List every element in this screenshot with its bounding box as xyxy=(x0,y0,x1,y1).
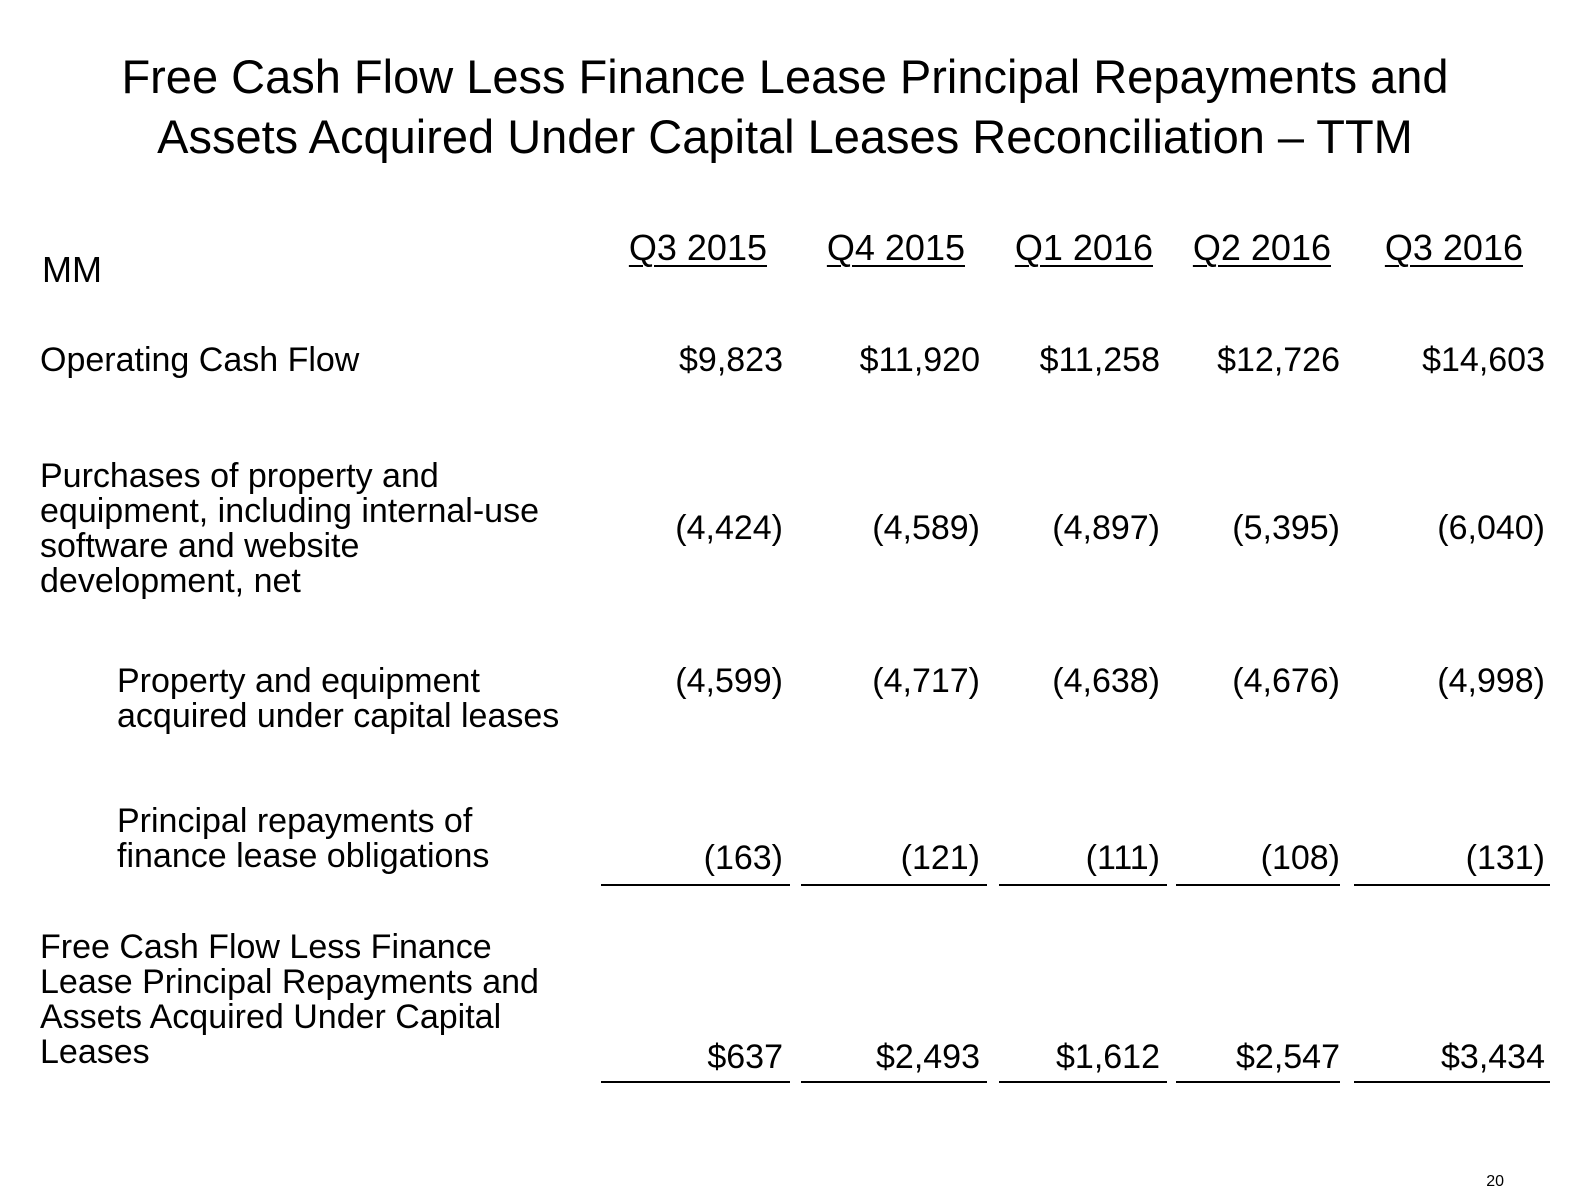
underline-rule xyxy=(601,1081,790,1083)
row-label: Assets Acquired Under Capital xyxy=(40,998,502,1036)
unit-label: MM xyxy=(42,249,102,290)
cell-value: (111) xyxy=(1085,839,1160,877)
cell-value: $637 xyxy=(707,1038,783,1076)
cell-value: (4,998) xyxy=(1437,662,1545,700)
cell-value: $9,823 xyxy=(679,341,783,379)
row-label: Lease Principal Repayments and xyxy=(40,963,539,1001)
cell-value: $2,493 xyxy=(876,1038,980,1076)
cell-value: $2,547 xyxy=(1236,1038,1340,1076)
cell-value: (5,395) xyxy=(1232,509,1340,547)
cell-value: $1,612 xyxy=(1056,1038,1160,1076)
row-label: Free Cash Flow Less Finance xyxy=(40,928,492,966)
cell-value: (108) xyxy=(1260,839,1340,877)
row-label: Operating Cash Flow xyxy=(40,341,360,379)
cell-value: (163) xyxy=(703,839,783,877)
cell-value: (4,676) xyxy=(1232,662,1340,700)
cell-value: (4,589) xyxy=(872,509,980,547)
cell-value: (4,424) xyxy=(675,509,783,547)
row-label: Purchases of property and xyxy=(40,457,439,495)
title-line: Assets Acquired Under Capital Leases Rec… xyxy=(157,110,1413,163)
underline-rule xyxy=(1176,884,1340,886)
row-label: acquired under capital leases xyxy=(117,697,560,735)
row-label: Principal repayments of xyxy=(117,802,473,840)
underline-rule xyxy=(801,1081,987,1083)
underline-rule xyxy=(999,884,1167,886)
column-header: Q4 2015 xyxy=(826,227,965,268)
underline-rule xyxy=(1354,884,1550,886)
row-label: finance lease obligations xyxy=(117,837,490,875)
title-line: Free Cash Flow Less Finance Lease Princi… xyxy=(121,50,1449,103)
row-label: development, net xyxy=(40,562,301,600)
column-header: Q2 2016 xyxy=(1192,227,1331,268)
cell-value: $11,920 xyxy=(859,341,980,379)
underline-rule xyxy=(999,1081,1167,1083)
column-header: Q1 2016 xyxy=(1014,227,1153,268)
cell-value: (131) xyxy=(1465,839,1545,877)
cell-value: (6,040) xyxy=(1437,509,1545,547)
row-label: equipment, including internal-use xyxy=(40,492,539,530)
cell-value: $14,603 xyxy=(1422,341,1545,379)
underline-rule xyxy=(601,884,790,886)
cell-value: $3,434 xyxy=(1441,1038,1545,1076)
cell-value: (4,717) xyxy=(872,662,980,700)
column-header: Q3 2016 xyxy=(1384,227,1523,268)
column-header: Q3 2015 xyxy=(628,227,767,268)
row-label: Property and equipment xyxy=(117,662,480,700)
cell-value: $11,258 xyxy=(1039,341,1160,379)
cell-value: $12,726 xyxy=(1217,341,1340,379)
cell-value: (4,897) xyxy=(1052,509,1160,547)
row-label: software and website xyxy=(40,527,360,565)
underline-rule xyxy=(801,884,987,886)
underline-rule xyxy=(1354,1081,1550,1083)
row-label: Leases xyxy=(40,1033,150,1071)
cell-value: (121) xyxy=(900,839,980,877)
cell-value: (4,638) xyxy=(1052,662,1160,700)
page-number: 20 xyxy=(1486,1173,1504,1190)
underline-rule xyxy=(1176,1081,1340,1083)
cell-value: (4,599) xyxy=(675,662,783,700)
